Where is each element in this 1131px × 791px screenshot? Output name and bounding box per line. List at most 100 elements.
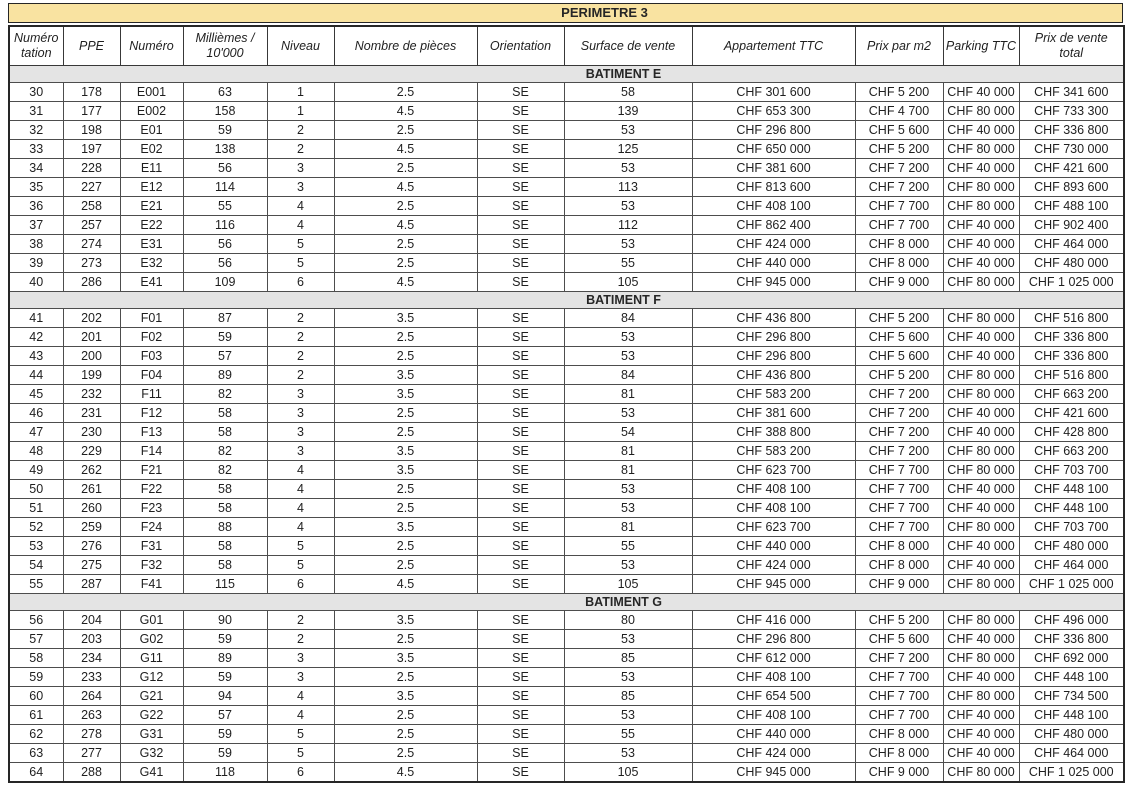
table-row: 52 259 F24 88 4 3.5 SE 81 CHF 623 700 CHF 7 700 CH… [8,517,1125,537]
cell: E11 [119,158,184,178]
cell: 116 [182,215,268,235]
cell: 2 [266,120,335,140]
table-body: BATIMENT E 30 178 E001 63 1 2.5 SE 58 CHF 301 600… [8,65,1125,783]
cell: 2.5 [333,158,478,178]
cell: 3 [266,384,335,404]
cell: SE [476,234,565,254]
column-header: Nombre de pièces [333,25,478,66]
cell: CHF 663 200 [1018,441,1125,461]
cell: G12 [119,667,184,687]
cell: F02 [119,327,184,347]
cell: CHF 80 000 [942,517,1020,537]
cell: F04 [119,365,184,385]
cell: CHF 650 000 [691,139,856,159]
cell: CHF 7 200 [854,403,944,423]
cell: CHF 9 000 [854,272,944,292]
cell: 58 [8,648,64,668]
table-row: 41 202 F01 87 2 3.5 SE 84 CHF 436 800 CHF 5 200 CH… [8,308,1125,328]
cell: 4.5 [333,215,478,235]
cell: CHF 612 000 [691,648,856,668]
cell: SE [476,743,565,763]
cell: F12 [119,403,184,423]
cell: 259 [62,517,121,537]
table-row: 33 197 E02 138 2 4.5 SE 125 CHF 650 000 CHF 5 200… [8,139,1125,159]
section-header: BATIMENT E [8,65,1125,83]
cell: 85 [563,648,693,668]
cell: 4.5 [333,177,478,197]
cell: CHF 7 700 [854,215,944,235]
table-row: 62 278 G31 59 5 2.5 SE 55 CHF 440 000 CHF 8 000 CH… [8,724,1125,744]
cell: SE [476,365,565,385]
cell: 2.5 [333,629,478,649]
cell: SE [476,308,565,328]
cell: CHF 80 000 [942,686,1020,706]
cell: G22 [119,705,184,725]
cell: CHF 336 800 [1018,327,1125,347]
cell: CHF 80 000 [942,762,1020,783]
cell: CHF 381 600 [691,403,856,423]
cell: SE [476,120,565,140]
cell: 2.5 [333,536,478,556]
cell: 53 [563,234,693,254]
cell: SE [476,215,565,235]
cell: CHF 8 000 [854,253,944,273]
cell: E12 [119,177,184,197]
table-row: 59 233 G12 59 3 2.5 SE 53 CHF 408 100 CHF 7 700 CH… [8,667,1125,687]
cell: CHF 408 100 [691,479,856,499]
cell: 3.5 [333,686,478,706]
cell: CHF 5 200 [854,308,944,328]
cell: CHF 902 400 [1018,215,1125,235]
cell: CHF 424 000 [691,743,856,763]
cell: CHF 448 100 [1018,667,1125,687]
cell: CHF 40 000 [942,234,1020,254]
cell: CHF 40 000 [942,667,1020,687]
cell: 3 [266,403,335,423]
cell: 49 [8,460,64,480]
cell: 4.5 [333,272,478,292]
cell: 227 [62,177,121,197]
cell: 53 [563,196,693,216]
cell: CHF 80 000 [942,441,1020,461]
cell: CHF 583 200 [691,441,856,461]
cell: CHF 733 300 [1018,101,1125,121]
cell: CHF 1 025 000 [1018,762,1125,783]
cell: CHF 296 800 [691,346,856,366]
cell: 34 [8,158,64,178]
cell: 261 [62,479,121,499]
cell: 63 [182,82,268,102]
cell: 105 [563,574,693,594]
cell: 4.5 [333,574,478,594]
cell: CHF 945 000 [691,762,856,783]
cell: 31 [8,101,64,121]
cell: 59 [182,667,268,687]
cell: CHF 480 000 [1018,536,1125,556]
cell: 3.5 [333,610,478,630]
cell: 229 [62,441,121,461]
cell: 1 [266,82,335,102]
table-row: 39 273 E32 56 5 2.5 SE 55 CHF 440 000 CHF 8 000 CH… [8,253,1125,273]
cell: CHF 381 600 [691,158,856,178]
cell: 1 [266,101,335,121]
cell: 53 [563,158,693,178]
column-header: Numéro [119,25,184,66]
cell: CHF 7 700 [854,705,944,725]
cell: 3 [266,177,335,197]
cell: 204 [62,610,121,630]
cell: CHF 5 600 [854,327,944,347]
cell: CHF 80 000 [942,177,1020,197]
cell: CHF 663 200 [1018,384,1125,404]
cell: 113 [563,177,693,197]
cell: CHF 40 000 [942,215,1020,235]
cell: 81 [563,517,693,537]
pricing-sheet: PERIMETRE 3 Numéro tation PPE Numéro Milliè… [8,3,1125,783]
cell: 2 [266,610,335,630]
table-row: 56 204 G01 90 2 3.5 SE 80 CHF 416 000 CHF 5 200 CH… [8,610,1125,630]
cell: 55 [182,196,268,216]
cell: CHF 448 100 [1018,498,1125,518]
cell: G31 [119,724,184,744]
cell: CHF 40 000 [942,536,1020,556]
cell: 286 [62,272,121,292]
cell: 3 [266,441,335,461]
table-row: 49 262 F21 82 4 3.5 SE 81 CHF 623 700 CHF 7 700 CH… [8,460,1125,480]
cell: 2.5 [333,667,478,687]
